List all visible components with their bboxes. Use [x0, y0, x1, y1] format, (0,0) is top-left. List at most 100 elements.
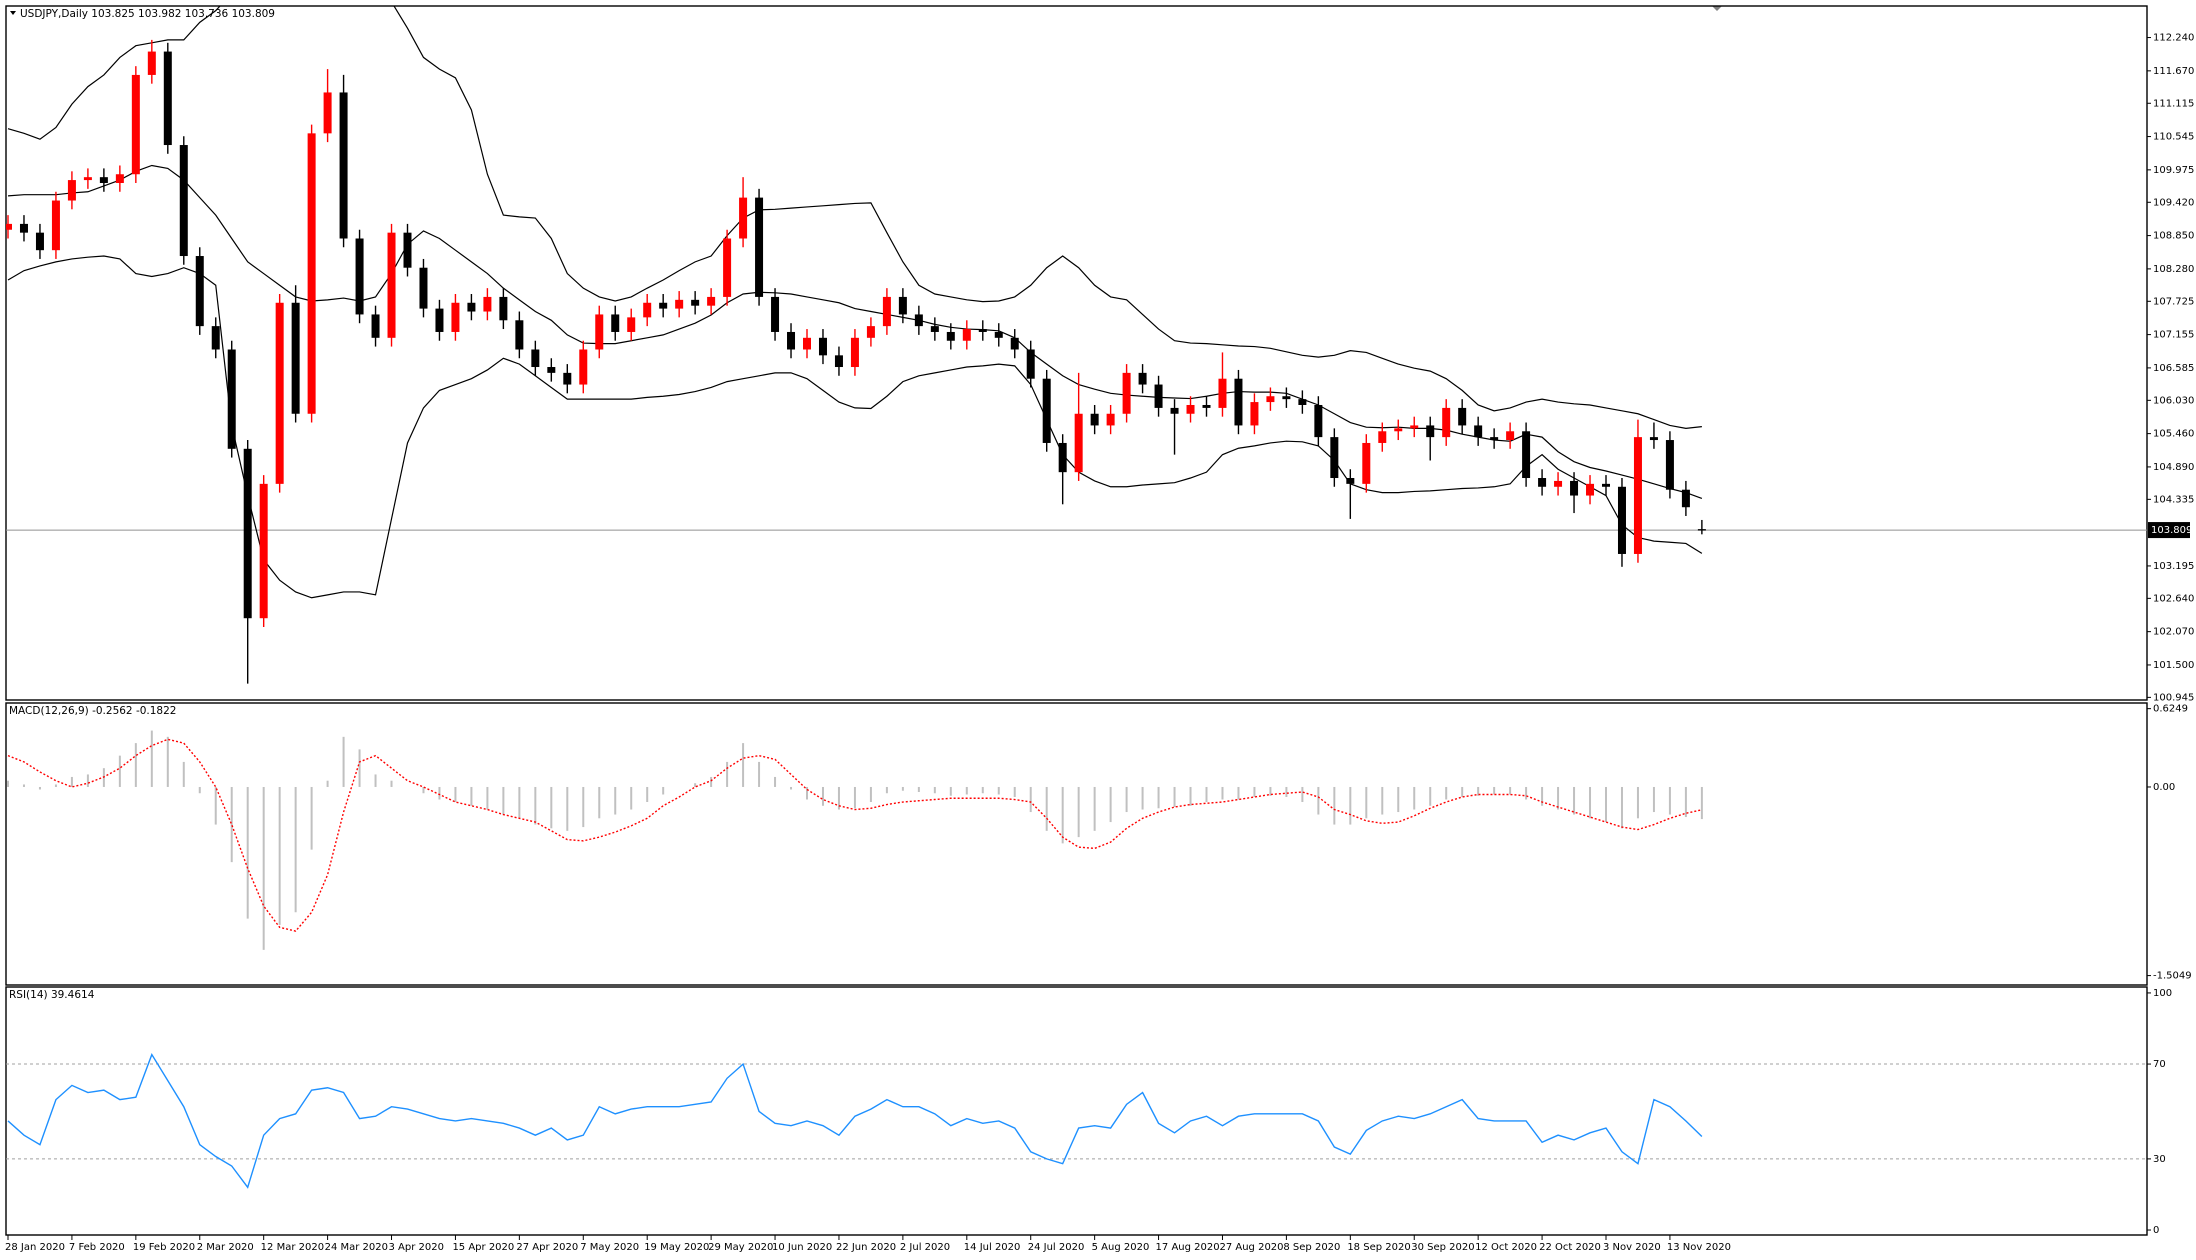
candle-body [659, 302, 668, 309]
candle-body [723, 238, 732, 297]
y-tick-label: 106.585 [2153, 363, 2194, 374]
panel-frame [5, 986, 2148, 1236]
candle-body [1074, 413, 1083, 473]
candle-body [739, 197, 748, 239]
candle-body [371, 314, 380, 338]
x-tick-label: 28 Jan 2020 [5, 1242, 65, 1253]
bollinger-band [7, 164, 1703, 500]
y-tick-label: -1.5049 [2153, 971, 2192, 982]
price-tag-label: 103.809 [2151, 525, 2192, 536]
candle-body [1058, 442, 1067, 473]
panel-title: USDJPY,Daily 103.825 103.982 103.736 103… [20, 8, 275, 20]
candle-body [866, 326, 875, 338]
candle-body [1442, 407, 1451, 438]
x-tick-label: 3 Apr 2020 [389, 1242, 444, 1253]
y-tick-label: 104.890 [2153, 462, 2194, 473]
candle-body [1474, 425, 1483, 438]
x-tick-label: 3 Nov 2020 [1603, 1242, 1661, 1253]
y-tick-label: 106.030 [2153, 395, 2194, 406]
candle-body [643, 302, 652, 318]
candle-body [179, 145, 188, 257]
candle-body [51, 200, 60, 251]
candle-body [1186, 404, 1195, 414]
y-tick-label: 0.6249 [2153, 704, 2188, 715]
candle-body [227, 349, 236, 449]
y-tick-label: 109.420 [2153, 197, 2194, 208]
candle-body [707, 296, 716, 306]
candle-body [1554, 480, 1563, 487]
y-tick-label: 102.070 [2153, 627, 2194, 638]
candle-body [131, 74, 140, 175]
candle-body [1234, 378, 1243, 426]
x-tick-label: 10 Jun 2020 [772, 1242, 832, 1253]
candle-body [147, 51, 156, 75]
x-tick-label: 12 Oct 2020 [1475, 1242, 1537, 1253]
candle-body [1681, 489, 1690, 508]
candle-body [435, 308, 444, 332]
candle-body [291, 302, 300, 414]
candle-body [818, 337, 827, 356]
y-tick-label: 100.945 [2153, 692, 2194, 703]
candle-body [1586, 483, 1595, 496]
x-tick-label: 7 Feb 2020 [69, 1242, 125, 1253]
candle-body [579, 349, 588, 385]
candle-body [1394, 428, 1403, 432]
candle-body [675, 299, 684, 309]
candle-body [1106, 413, 1115, 426]
y-tick-label: 109.975 [2153, 165, 2194, 176]
candle-body [994, 331, 1003, 338]
panel-frame [5, 702, 2148, 986]
panel-frame [5, 5, 2148, 701]
candle-body [1346, 478, 1355, 484]
bollinger-band [7, 6, 1702, 429]
plot-area [6, 1052, 2147, 1189]
candle-body [1665, 440, 1674, 490]
candle-body [499, 296, 508, 321]
candle-body [323, 92, 332, 134]
candle-body [355, 238, 364, 315]
macd-signal [7, 738, 1703, 932]
candle-body [691, 299, 700, 306]
x-tick-label: 24 Mar 2020 [325, 1242, 388, 1253]
candle-body [1314, 404, 1323, 438]
candle-body [1522, 431, 1531, 479]
y-tick-label: 110.545 [2153, 132, 2194, 143]
x-tick-label: 2 Jul 2020 [900, 1242, 950, 1253]
candle-body [195, 256, 204, 327]
candle-body [307, 133, 316, 414]
candle-body [1410, 425, 1419, 429]
candle-body [451, 302, 460, 332]
candle-body [595, 314, 604, 350]
x-tick-label: 5 Aug 2020 [1092, 1242, 1150, 1253]
candle-body [1330, 437, 1339, 479]
candle-body [1506, 431, 1515, 441]
candle-body [1538, 478, 1547, 487]
candle-body [1490, 437, 1499, 441]
y-tick-label: 100 [2153, 988, 2172, 999]
y-tick-label: 70 [2153, 1059, 2166, 1070]
x-tick-label: 15 Apr 2020 [452, 1242, 514, 1253]
shift-marker[interactable] [1712, 6, 1722, 11]
panel-title: MACD(12,26,9) -0.2562 -0.1822 [9, 705, 176, 717]
candle-body [1298, 399, 1307, 405]
candle-body [1602, 483, 1610, 487]
candle-body [99, 177, 108, 184]
x-tick-label: 27 Apr 2020 [516, 1242, 578, 1253]
x-tick-label: 22 Oct 2020 [1539, 1242, 1601, 1253]
candle-body [259, 483, 268, 619]
candle-body [6, 223, 12, 230]
candle-body [515, 320, 524, 350]
y-tick-label: 108.850 [2153, 231, 2194, 242]
panel-title: RSI(14) 39.4614 [9, 989, 95, 1001]
candle-body [419, 267, 428, 309]
candle-body [962, 329, 971, 341]
candle-body [403, 232, 412, 268]
candle-body [1026, 349, 1035, 379]
y-tick-label: 104.335 [2153, 494, 2194, 505]
y-tick-label: 108.280 [2153, 264, 2194, 275]
y-tick-label: 103.195 [2153, 561, 2194, 572]
candle-body [163, 51, 172, 146]
candle-body [547, 367, 556, 373]
